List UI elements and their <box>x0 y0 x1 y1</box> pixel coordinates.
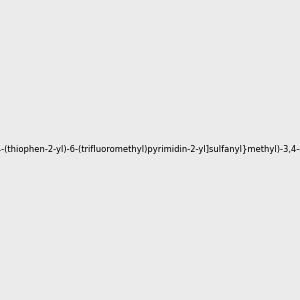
Text: 3,3-Dimethyl-1-({[4-(thiophen-2-yl)-6-(trifluoromethyl)pyrimidin-2-yl]sulfanyl}m: 3,3-Dimethyl-1-({[4-(thiophen-2-yl)-6-(t… <box>0 146 300 154</box>
